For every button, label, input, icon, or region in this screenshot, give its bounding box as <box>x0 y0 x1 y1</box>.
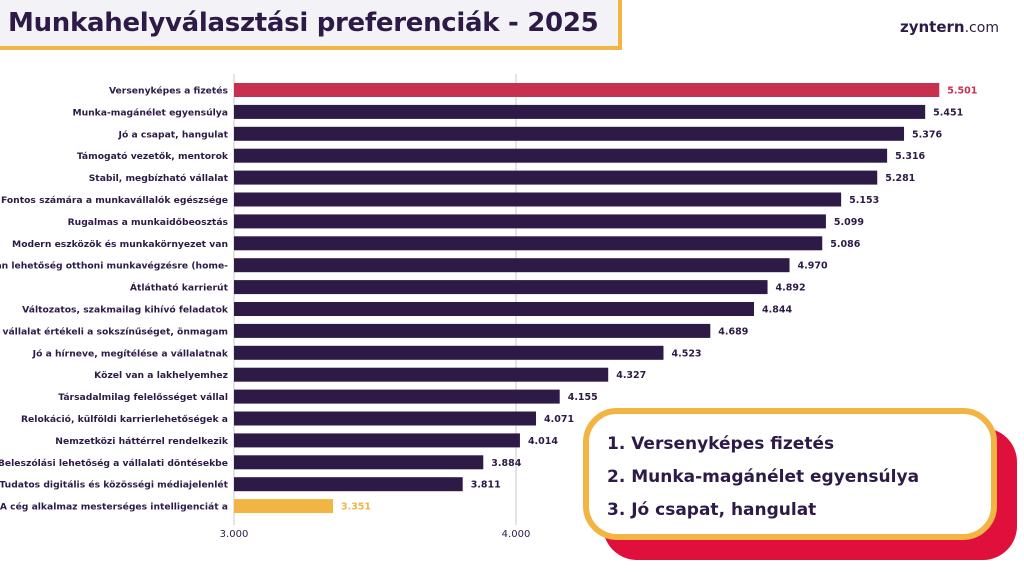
category-label: Nemzetközi háttérrel rendelkezik <box>55 436 229 447</box>
logo-domain-text: .com <box>964 20 999 36</box>
bar <box>234 83 940 97</box>
category-label: Van lehetőség otthoni munkavégzésre (hom… <box>0 261 228 272</box>
value-label: 4.844 <box>762 305 792 316</box>
value-label: 4.689 <box>718 326 748 337</box>
value-label: 4.071 <box>544 414 574 425</box>
category-label: Fontos számára a munkavállalók egészsége <box>1 195 228 206</box>
value-label: 4.014 <box>528 436 558 447</box>
value-label: 3.884 <box>491 458 521 469</box>
bar <box>234 258 790 273</box>
category-label: Rugalmas a munkaidőbeosztás <box>68 217 229 228</box>
bar <box>234 280 768 295</box>
brand-logo: zyntern.com <box>900 18 999 36</box>
bar <box>234 389 560 404</box>
logo-brand-text: zyntern <box>900 18 965 36</box>
bar <box>234 302 755 316</box>
value-label: 4.892 <box>776 283 806 294</box>
bar <box>234 345 664 360</box>
title-banner: Munkahelyválasztási preferenciák - 2025 <box>0 0 622 50</box>
value-label: 4.327 <box>616 370 646 381</box>
bar <box>234 433 520 448</box>
bar <box>234 323 711 338</box>
value-label: 4.523 <box>671 348 701 359</box>
value-label: 5.376 <box>912 129 942 140</box>
category-label: Beleszólási lehetőség a vállalati döntés… <box>0 458 228 469</box>
callout-item-2: 2. Munka-magánélet egyensúlya <box>607 467 920 487</box>
bar <box>234 192 842 207</box>
category-label: A cég alkalmaz mesterséges intelligenciá… <box>0 502 228 513</box>
top-three-callout: 1. Versenyképes fizetés 2. Munka-magánél… <box>583 408 997 540</box>
bar <box>234 126 905 141</box>
category-label: Jó a hírneve, megítélése a vállalatnak <box>32 348 229 359</box>
value-label: 5.086 <box>830 239 860 250</box>
category-label: A vállalat értékeli a sokszínűséget, önm… <box>0 326 228 337</box>
bar <box>234 148 888 163</box>
value-label: 3.351 <box>341 502 371 513</box>
category-label: Stabil, megbízható vállalat <box>89 173 229 184</box>
bar <box>234 367 609 382</box>
value-label: 5.099 <box>834 217 864 228</box>
category-label: Átlátható karrierút <box>130 282 229 294</box>
category-label: Támogató vezetők, mentorok <box>77 151 229 162</box>
value-label: 3.811 <box>471 480 501 491</box>
x-tick-label-1: 4.000 <box>502 529 531 540</box>
category-label: Jó a csapat, hangulat <box>118 129 229 140</box>
x-tick-label-0: 3.000 <box>220 529 249 540</box>
category-label: Versenyképes a fizetés <box>109 86 229 97</box>
value-label: 5.316 <box>895 151 925 162</box>
bar <box>234 104 926 119</box>
value-label: 5.501 <box>947 86 977 97</box>
bar <box>234 499 333 514</box>
category-label: Közel van a lakhelyemhez <box>94 370 228 381</box>
value-label: 5.451 <box>933 107 963 118</box>
category-label: Változatos, szakmailag kihívó feladatok <box>22 305 229 316</box>
category-label: Relokáció, külföldi karrierlehetőségek a <box>21 414 228 425</box>
category-label: Munka-magánélet egyensúlya <box>72 107 228 118</box>
value-label: 4.970 <box>798 261 828 272</box>
category-label: Modern eszközök és munkakörnyezet van <box>12 239 228 250</box>
value-label: 5.281 <box>885 173 915 184</box>
value-label: 4.155 <box>568 392 598 403</box>
bar <box>234 477 463 492</box>
bar <box>234 214 826 229</box>
callout-item-1: 1. Versenyképes fizetés <box>607 434 835 454</box>
category-label: Társadalmilag felelősséget vállal <box>58 392 228 403</box>
page-title: Munkahelyválasztási preferenciák - 2025 <box>8 8 599 38</box>
bar <box>234 455 484 470</box>
bar <box>234 411 537 426</box>
callout-item-3: 3. Jó csapat, hangulat <box>607 500 817 520</box>
bar <box>234 170 878 185</box>
value-label: 5.153 <box>849 195 879 206</box>
category-label: Tudatos digitális és közösségi médiajele… <box>0 480 229 491</box>
bar <box>234 236 823 251</box>
